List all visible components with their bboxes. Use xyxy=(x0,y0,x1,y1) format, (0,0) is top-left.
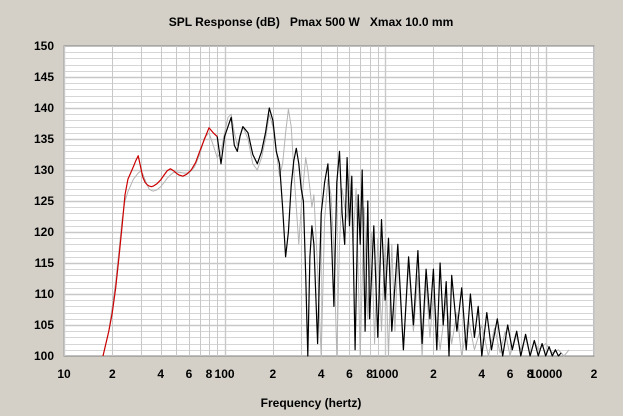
y-tick-label: 145 xyxy=(34,70,54,84)
x-tick-label: 2 xyxy=(591,367,598,381)
x-tick-label: 10000 xyxy=(529,367,563,381)
x-tick-label: 6 xyxy=(346,367,353,381)
y-tick-label: 105 xyxy=(34,318,54,332)
grid-lines xyxy=(63,46,595,356)
x-axis-label: Frequency (hertz) xyxy=(261,396,362,410)
y-tick-label: 125 xyxy=(34,194,54,208)
series-layer xyxy=(102,107,570,357)
y-tick-label: 130 xyxy=(34,163,54,177)
x-tick-label: 4 xyxy=(478,367,485,381)
x-tick-label: 4 xyxy=(318,367,325,381)
y-axis-ticks: 100 105 110 115 120 125 130 135 140 145 150 xyxy=(34,39,54,363)
x-tick-label: 10 xyxy=(57,367,71,381)
x-tick-label: 100 xyxy=(215,367,235,381)
y-tick-label: 140 xyxy=(34,101,54,115)
x-tick-label: 2 xyxy=(109,367,116,381)
y-tick-label: 135 xyxy=(34,132,54,146)
x-tick-label: 8 xyxy=(366,367,373,381)
x-tick-label: 2 xyxy=(270,367,277,381)
series-line xyxy=(102,127,218,357)
y-tick-label: 115 xyxy=(35,256,55,270)
x-tick-label: 8 xyxy=(206,367,213,381)
y-tick-label: 150 xyxy=(34,39,54,53)
y-tick-label: 110 xyxy=(35,287,55,301)
x-tick-label: 6 xyxy=(186,367,193,381)
x-tick-label: 4 xyxy=(157,367,164,381)
chart-title: SPL Response (dB) Pmax 500 W Xmax 10.0 m… xyxy=(169,15,454,29)
y-tick-label: 100 xyxy=(34,349,54,363)
x-tick-label: 2 xyxy=(430,367,437,381)
x-tick-label: 1000 xyxy=(372,367,399,381)
y-tick-label: 120 xyxy=(34,225,54,239)
x-tick-label: 6 xyxy=(507,367,514,381)
x-tick-label: 8 xyxy=(527,367,534,381)
series-line xyxy=(102,108,570,357)
series-line xyxy=(216,107,562,357)
